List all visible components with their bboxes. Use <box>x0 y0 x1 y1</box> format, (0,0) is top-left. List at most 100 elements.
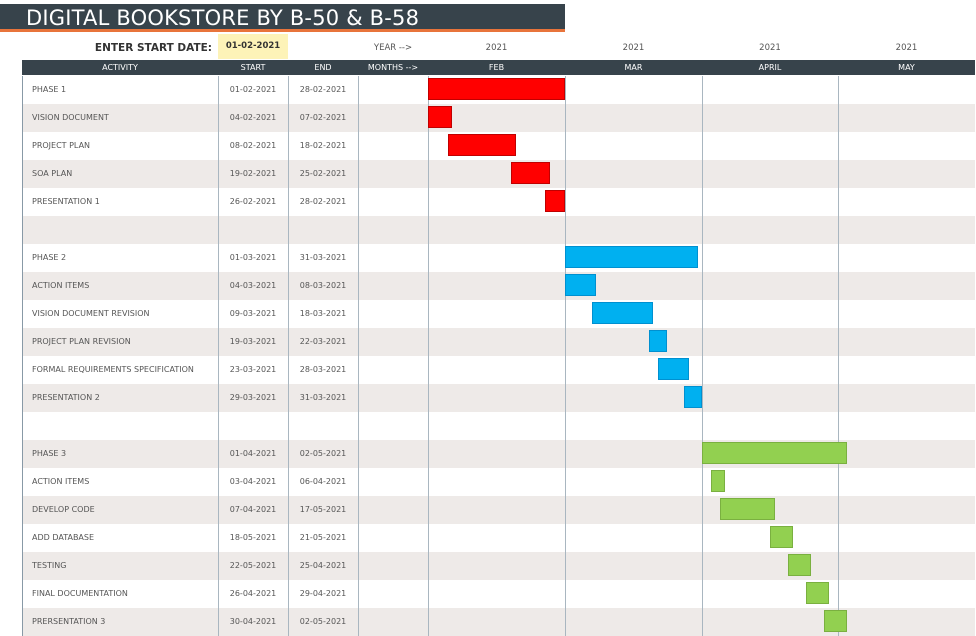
end-cell: 28-02-2021 <box>299 197 347 206</box>
divider <box>565 76 566 636</box>
end-cell: 31-03-2021 <box>299 393 347 402</box>
start-cell: 08-02-2021 <box>229 141 277 150</box>
table-row: DEVELOP CODE 07-04-2021 17-05-2021 <box>22 496 975 524</box>
divider <box>22 76 23 636</box>
year-mar: 2021 <box>622 43 645 53</box>
gantt-bar-phase-2 <box>657 358 689 380</box>
gantt-bar-phase-2 <box>565 274 596 296</box>
activity-cell: PRERSENTATION 3 <box>32 617 106 626</box>
start-cell: 04-02-2021 <box>229 113 277 122</box>
start-cell: 03-04-2021 <box>229 477 277 486</box>
table-row: PRERSENTATION 3 30-04-2021 02-05-2021 <box>22 608 975 636</box>
table-row: TESTING 22-05-2021 25-04-2021 <box>22 552 975 580</box>
end-cell: 18-03-2021 <box>299 309 347 318</box>
header-start: START <box>240 63 266 72</box>
end-cell: 28-03-2021 <box>299 365 347 374</box>
table-row: VISION DOCUMENT REVISION 09-03-2021 18-03-… <box>22 300 975 328</box>
page-title: DIGITAL BOOKSTORE BY B-50 & B-58 <box>0 4 565 32</box>
year-feb: 2021 <box>485 43 508 53</box>
gantt-bar-phase-1 <box>447 134 517 156</box>
gantt-bar-phase-3 <box>702 442 847 464</box>
end-cell: 25-04-2021 <box>299 561 347 570</box>
start-cell: 07-04-2021 <box>229 505 277 514</box>
gantt-bar-phase-3 <box>788 554 811 576</box>
start-cell <box>218 412 288 440</box>
activity-cell: VISION DOCUMENT REVISION <box>32 309 150 318</box>
end-cell: 21-05-2021 <box>299 533 347 542</box>
divider <box>702 76 703 636</box>
gantt-bar-phase-2 <box>565 246 698 268</box>
divider <box>218 76 219 636</box>
end-cell: 02-05-2021 <box>299 617 347 626</box>
activity-cell: VISION DOCUMENT <box>32 113 109 122</box>
activity-cell: PRESENTATION 1 <box>32 197 100 206</box>
end-cell: 28-02-2021 <box>299 85 347 94</box>
header-activity: ACTIVITY <box>102 63 138 72</box>
end-cell: 06-04-2021 <box>299 477 347 486</box>
start-cell: 26-02-2021 <box>229 197 277 206</box>
divider <box>288 76 289 636</box>
table-row <box>22 216 975 244</box>
activity-cell: PROJECT PLAN <box>32 141 91 150</box>
activity-cell <box>32 216 212 244</box>
activity-cell: ACTION ITEMS <box>32 477 90 486</box>
table-row: ACTION ITEMS 03-04-2021 06-04-2021 <box>22 468 975 496</box>
end-cell: 07-02-2021 <box>299 113 347 122</box>
start-cell: 04-03-2021 <box>229 281 277 290</box>
start-cell: 29-03-2021 <box>229 393 277 402</box>
divider <box>838 76 839 636</box>
start-cell: 19-02-2021 <box>229 169 277 178</box>
activity-cell: DEVELOP CODE <box>32 505 95 514</box>
table-row: ACTION ITEMS 04-03-2021 08-03-2021 <box>22 272 975 300</box>
end-cell: 29-04-2021 <box>299 589 347 598</box>
start-cell: 26-04-2021 <box>229 589 277 598</box>
end-cell: 25-02-2021 <box>299 169 347 178</box>
table-row: FINAL DOCUMENTATION 26-04-2021 29-04-2021 <box>22 580 975 608</box>
header-month-apr: APRIL <box>758 63 782 72</box>
table-row: PROJECT PLAN 08-02-2021 18-02-2021 <box>22 132 975 160</box>
table-row: PRESENTATION 2 29-03-2021 31-03-2021 <box>22 384 975 412</box>
table-row: VISION DOCUMENT 04-02-2021 07-02-2021 <box>22 104 975 132</box>
end-cell <box>288 412 358 440</box>
activity-cell: PHASE 2 <box>32 253 67 262</box>
activity-cell: SOA PLAN <box>32 169 73 178</box>
activity-cell: ADD DATABASE <box>32 533 95 542</box>
year-label: YEAR --> <box>373 43 413 53</box>
activity-cell: PRESENTATION 2 <box>32 393 100 402</box>
gantt-bar-phase-1 <box>428 78 565 100</box>
gantt-bar-phase-2 <box>591 302 654 324</box>
activity-cell: FINAL DOCUMENTATION <box>32 589 128 598</box>
activity-cell: PHASE 1 <box>32 85 67 94</box>
end-cell: 31-03-2021 <box>299 253 347 262</box>
start-date-input[interactable]: 01-02-2021 <box>218 34 288 59</box>
end-cell: 02-05-2021 <box>299 449 347 458</box>
gantt-bar-phase-2 <box>684 386 702 408</box>
activity-cell: ACTION ITEMS <box>32 281 90 290</box>
year-apr: 2021 <box>759 43 781 53</box>
start-cell: 30-04-2021 <box>229 617 277 626</box>
table-row <box>22 412 975 440</box>
year-may: 2021 <box>895 43 918 53</box>
start-date-label: ENTER START DATE: <box>94 42 212 54</box>
activity-cell: FORMAL REQUIREMENTS SPECIFICATION <box>32 365 194 374</box>
divider <box>358 76 359 636</box>
end-cell: 18-02-2021 <box>299 141 347 150</box>
start-cell: 19-03-2021 <box>229 337 277 346</box>
table-row: PRESENTATION 1 26-02-2021 28-02-2021 <box>22 188 975 216</box>
table-row: PHASE 1 01-02-2021 28-02-2021 <box>22 76 975 104</box>
gantt-bar-phase-3 <box>824 610 847 632</box>
table-row: SOA PLAN 19-02-2021 25-02-2021 <box>22 160 975 188</box>
divider <box>428 76 429 636</box>
table-row: FORMAL REQUIREMENTS SPECIFICATION 23-03-2… <box>22 356 975 384</box>
start-cell: 01-04-2021 <box>229 449 277 458</box>
start-cell: 01-03-2021 <box>229 253 277 262</box>
end-cell: 08-03-2021 <box>299 281 347 290</box>
gantt-bar-phase-1 <box>545 190 565 212</box>
gantt-bar-phase-3 <box>720 498 775 520</box>
gantt-bar-phase-1 <box>428 106 453 128</box>
header-end: END <box>314 63 332 72</box>
start-cell: 23-03-2021 <box>229 365 277 374</box>
header-month-mar: MAR <box>624 63 643 72</box>
start-cell: 22-05-2021 <box>229 561 277 570</box>
end-cell: 17-05-2021 <box>299 505 347 514</box>
